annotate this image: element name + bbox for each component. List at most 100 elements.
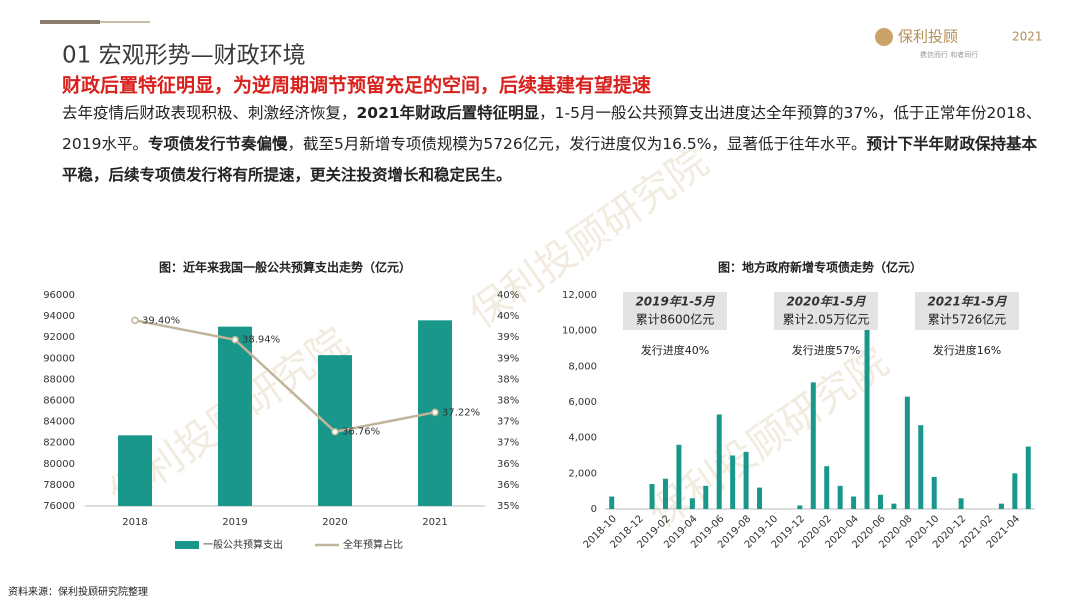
annotation-period: 2020年1-5月 [786, 295, 866, 309]
text: ，截至5月新增专项债规模为5726亿元，发行进度仅为16.5%，显著低于往年水平… [287, 135, 867, 153]
bar [218, 326, 252, 506]
bar [797, 505, 803, 509]
bold-text: 预计下半年财政保持基本平稳，后续专项债发行将有所提速，更关注投资增长和稳定民生。 [62, 135, 1038, 184]
bar [730, 455, 736, 509]
bar [837, 485, 843, 509]
y-tick-label: 0 [591, 504, 597, 515]
y2-tick-label: 38% [497, 374, 519, 385]
y-tick-label: 86000 [43, 396, 75, 407]
legend-label: 一般公共预算支出 [203, 538, 283, 551]
chart-title: 图：地方政府新增专项债走势（亿元） [718, 260, 922, 275]
legend-label: 全年预算占比 [343, 538, 403, 551]
line-marker [131, 316, 139, 325]
y-tick-label: 78000 [43, 480, 75, 491]
y2-tick-label: 35% [497, 501, 519, 512]
bar [1012, 473, 1018, 509]
y-tick-label: 12,000 [562, 290, 597, 301]
line [134, 319, 436, 434]
annotation-progress: 发行进度16% [933, 343, 1001, 357]
bar [118, 435, 152, 506]
bar [716, 414, 722, 509]
y-tick-label: 4,000 [568, 433, 597, 444]
chart-title: 图：近年来我国一般公共预算支出走势（亿元） [159, 260, 411, 275]
y-tick-label: 84000 [43, 417, 75, 428]
annotation-box [623, 292, 727, 330]
data-label: 36.76% [342, 427, 380, 438]
bar [810, 382, 816, 509]
bar [864, 325, 870, 509]
annotation-total: 累计8600亿元 [636, 312, 715, 327]
annotation-total: 累计2.05万亿元 [783, 312, 870, 327]
y-tick-label: 6,000 [568, 397, 597, 408]
x-tick-label: 2019 [222, 517, 247, 528]
y-tick-label: 82000 [43, 438, 75, 449]
y2-tick-label: 36% [497, 459, 519, 470]
bar [851, 496, 857, 509]
y-tick-label: 92000 [43, 332, 75, 343]
section-title: 01 宏观形势—财政环境 [62, 43, 306, 69]
bar [998, 503, 1004, 509]
source: 资料来源：保利投顾研究院整理 [8, 585, 148, 598]
y-tick-label: 94000 [43, 311, 75, 322]
line-marker [231, 335, 239, 344]
logo-year: 2021 [1012, 30, 1043, 44]
bar [676, 444, 682, 509]
y-tick-label: 10,000 [562, 326, 597, 337]
annotation-box [915, 292, 1019, 330]
logo-tagline: 携信而行 和者同行 [920, 50, 978, 59]
y-tick-label: 76000 [43, 501, 75, 512]
y2-tick-label: 37% [497, 417, 519, 428]
annotation-box [774, 292, 878, 330]
y2-tick-label: 39% [497, 353, 519, 364]
x-tick-label: 2020 [322, 517, 347, 528]
headline: 财政后置特征明显，为逆周期调节预留充足的空间，后续基建有望提速 [62, 74, 651, 97]
y2-tick-label: 39% [497, 332, 519, 343]
bar [904, 396, 910, 509]
y-tick-label: 2,000 [568, 468, 597, 479]
text: ，1-5月一般公共预算支出进度达全年预算的37%，低于正常年份2018、2019… [62, 104, 1042, 153]
line-marker [331, 427, 339, 436]
y2-tick-label: 36% [497, 480, 519, 491]
bar [877, 494, 883, 509]
line-marker [431, 408, 439, 417]
bar [757, 487, 763, 509]
bold-text: 专项债发行节奏偏慢 [147, 135, 288, 153]
annotation-progress: 发行进度40% [641, 343, 709, 357]
x-tick-label: 2018 [122, 517, 147, 528]
data-label: 37.22% [442, 407, 480, 418]
bar [918, 425, 924, 509]
bar [958, 498, 964, 509]
header-bar [40, 20, 100, 24]
annotation-total: 累计5726亿元 [928, 312, 1007, 327]
bar [891, 503, 897, 509]
text: 去年疫情后财政表现积极、刺激经济恢复， [62, 104, 357, 122]
bar [824, 466, 830, 509]
data-label: 38.94% [242, 335, 280, 346]
y2-tick-label: 37% [497, 438, 519, 449]
annotation-period: 2021年1-5月 [927, 295, 1007, 309]
annotation-progress: 发行进度57% [792, 343, 860, 357]
y-tick-label: 96000 [43, 290, 75, 301]
bar [609, 496, 615, 509]
x-tick-label: 2021 [422, 517, 447, 528]
y2-tick-label: 40% [497, 311, 519, 322]
y-tick-label: 80000 [43, 459, 75, 470]
logo-icon [875, 28, 893, 46]
logo: 保利投顾 [898, 28, 958, 46]
y-tick-label: 90000 [43, 353, 75, 364]
bar [662, 478, 668, 509]
bar [1025, 446, 1031, 509]
bar [649, 484, 655, 509]
bold-text: 2021年财政后置特征明显 [356, 104, 540, 122]
y-tick-label: 8,000 [568, 361, 597, 372]
bar [703, 485, 709, 509]
y2-tick-label: 40% [497, 290, 519, 301]
bar [931, 476, 937, 509]
legend-swatch [175, 541, 199, 549]
header-bar [100, 21, 150, 23]
bar [689, 498, 695, 509]
y2-tick-label: 38% [497, 396, 519, 407]
y-tick-label: 88000 [43, 374, 75, 385]
